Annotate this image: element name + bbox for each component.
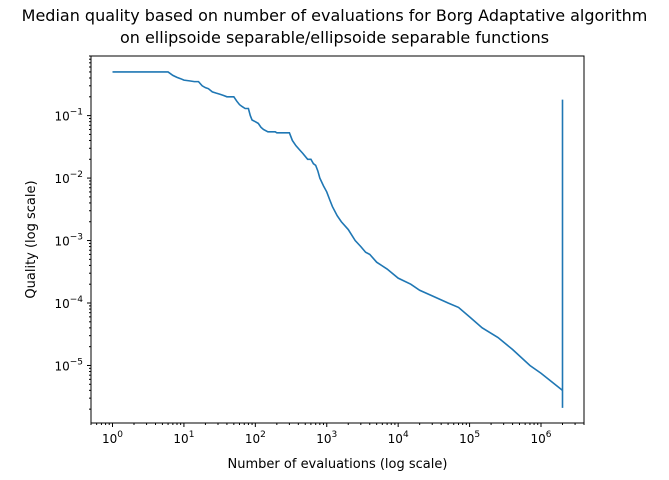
x-tick-label: 103 <box>316 430 337 446</box>
chart-subtitle: on ellipsoide separable/ellipsoide separ… <box>119 28 550 47</box>
series-layer <box>112 71 564 408</box>
plot-area-frame <box>90 55 585 424</box>
x-tick-label: 101 <box>173 430 194 446</box>
x-tick-label: 106 <box>530 430 551 446</box>
x-tick-label: 104 <box>388 430 409 446</box>
x-tick-label: 105 <box>459 430 480 446</box>
y-tick-label: 10−1 <box>54 108 83 124</box>
chart-title: Median quality based on number of evalua… <box>21 6 648 25</box>
y-axis-ticks: 10−1 10−2 10−3 10−4 10−5 <box>54 55 91 410</box>
y-axis-label: Quality (log scale) <box>24 180 39 298</box>
x-axis-label: Number of evaluations (log scale) <box>228 457 448 472</box>
x-tick-label: 102 <box>245 430 266 446</box>
x-axis-ticks: 100 101 102 103 104 105 106 <box>90 423 585 446</box>
series-line-0 <box>112 71 563 391</box>
y-tick-label: 10−2 <box>54 170 83 186</box>
y-tick-label: 10−5 <box>54 357 83 373</box>
x-tick-label: 100 <box>102 430 123 446</box>
y-tick-label: 10−3 <box>54 233 83 249</box>
y-tick-label: 10−4 <box>54 295 83 311</box>
